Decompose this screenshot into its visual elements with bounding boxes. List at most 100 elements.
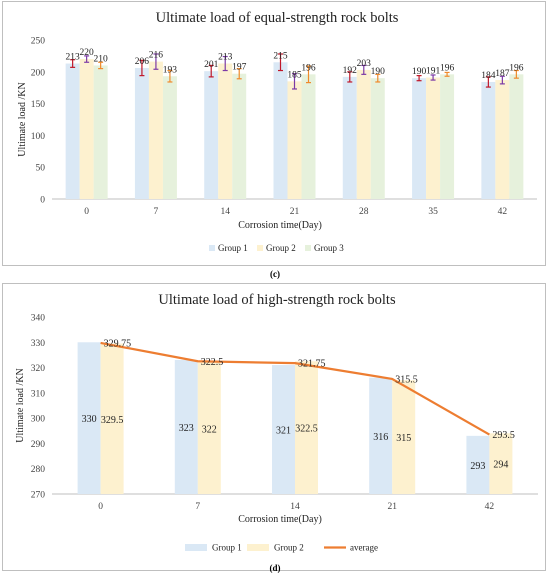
bar (93, 65, 108, 199)
data-label: 216 (149, 51, 164, 61)
bar (197, 362, 221, 494)
x-tick-label: 7 (154, 207, 159, 217)
x-tick-label: 42 (498, 207, 508, 217)
caption-c: (c) (270, 269, 280, 279)
bar (218, 63, 233, 200)
bar (162, 76, 177, 199)
y-tick-label: 100 (31, 132, 46, 142)
caption-d: (d) (269, 563, 281, 573)
data-label: 192 (343, 66, 358, 76)
bar (509, 74, 524, 199)
x-tick-label: 21 (290, 207, 300, 217)
data-label: 330 (82, 414, 97, 425)
bar (273, 62, 288, 200)
x-axis-label: Corrosion time(Day) (238, 220, 322, 231)
bar (272, 365, 295, 494)
y-tick-label: 200 (31, 68, 46, 78)
legend-swatch (185, 544, 207, 551)
data-label: 196 (440, 63, 455, 73)
data-label: 322 (202, 424, 217, 435)
average-label: 321.75 (298, 359, 326, 370)
y-tick-label: 320 (31, 364, 46, 374)
bar (370, 78, 385, 199)
data-label: 206 (135, 57, 150, 67)
bar (287, 81, 302, 199)
bar (369, 377, 393, 494)
data-label: 210 (94, 54, 109, 64)
y-tick-label: 310 (31, 389, 46, 399)
legend-swatch (209, 245, 215, 251)
average-line (100, 341, 490, 436)
data-label: 316 (373, 432, 388, 443)
y-tick-label: 150 (31, 100, 46, 110)
chart-title: Ultimate load of equal-strength rock bol… (156, 10, 399, 26)
bar (65, 63, 80, 200)
y-axis-label: Ultimate load /KN (15, 368, 26, 442)
data-label: 184 (481, 71, 496, 81)
legend-label: Group 1 (212, 543, 242, 553)
data-label: 201 (204, 60, 219, 70)
bar (77, 342, 101, 494)
bar (174, 359, 198, 494)
data-label: 196 (301, 63, 316, 73)
bar (148, 61, 163, 200)
bar (295, 361, 318, 494)
bar (100, 343, 124, 494)
bar (412, 78, 427, 199)
x-tick-label: 14 (290, 502, 300, 512)
bar (79, 59, 94, 199)
bar (204, 71, 219, 199)
legend-label: Group 2 (266, 243, 296, 253)
bar (342, 76, 357, 199)
average-label: 322.5 (201, 357, 224, 368)
bar (481, 81, 496, 199)
bar (392, 380, 416, 494)
data-label: 187 (495, 69, 510, 79)
x-tick-label: 35 (428, 207, 438, 217)
legend-swatch (247, 544, 269, 551)
y-tick-label: 330 (31, 339, 46, 349)
x-tick-label: 28 (359, 207, 369, 217)
bar (426, 77, 441, 199)
data-label: 203 (357, 59, 372, 69)
data-label: 197 (232, 63, 247, 73)
y-tick-label: 270 (31, 491, 46, 501)
y-tick-label: 250 (31, 37, 46, 47)
data-label: 322.5 (295, 424, 318, 435)
data-label: 213 (218, 53, 233, 63)
bar (489, 433, 513, 494)
data-label: 213 (66, 53, 81, 63)
data-label: 323 (179, 423, 194, 434)
bar (440, 74, 455, 199)
x-tick-label: 7 (195, 502, 200, 512)
bar (495, 80, 510, 199)
y-tick-label: 290 (31, 440, 46, 450)
data-label: 190 (412, 67, 427, 77)
data-label: 196 (509, 63, 524, 73)
y-tick-label: 0 (40, 196, 45, 206)
data-label: 321 (276, 426, 291, 437)
x-tick-label: 0 (84, 207, 89, 217)
data-label: 215 (273, 51, 288, 61)
y-tick-label: 50 (36, 164, 46, 174)
data-label: 191 (426, 67, 441, 77)
bar (134, 67, 149, 199)
legend-label: Group 1 (218, 243, 248, 253)
bar (356, 69, 371, 199)
data-label: 220 (80, 48, 95, 58)
chart-title: Ultimate load of high-strength rock bolt… (158, 292, 396, 308)
legend-label: average (350, 543, 378, 553)
x-tick-label: 21 (387, 502, 397, 512)
y-tick-label: 340 (31, 314, 46, 324)
average-label: 315.5 (395, 374, 418, 385)
legend-label: Group 3 (314, 243, 344, 253)
data-label: 294 (493, 460, 508, 471)
bar (232, 73, 247, 199)
data-label: 315 (396, 433, 411, 444)
x-tick-label: 0 (98, 502, 103, 512)
y-tick-label: 300 (31, 415, 46, 425)
data-label: 190 (371, 67, 386, 77)
bar (466, 435, 490, 494)
